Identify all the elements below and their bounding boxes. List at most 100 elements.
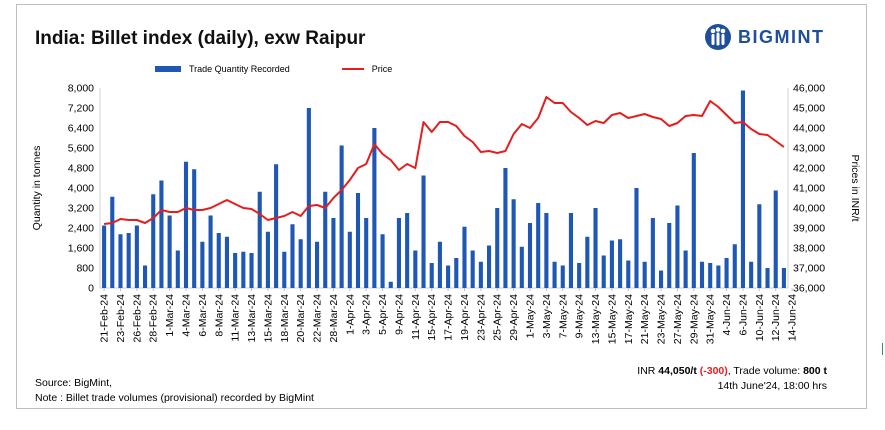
- x-tick-label: 13-May-24: [590, 294, 602, 344]
- brand-name: BIGMINT: [738, 26, 825, 47]
- bar: [347, 231, 352, 288]
- price-summary-line: INR 44,050/t (-300), Trade volume: 800 t: [637, 364, 827, 379]
- y-right-tick-label: 40,000: [793, 203, 825, 215]
- x-tick-label: 3-May-24: [541, 294, 553, 339]
- bar: [773, 190, 778, 288]
- y-left-tick-label: 0: [88, 283, 94, 295]
- bar: [151, 194, 156, 288]
- bar: [618, 239, 623, 288]
- x-tick-label: 4-Mar-24: [181, 294, 193, 337]
- x-tick-label: 21-Feb-24: [99, 294, 111, 343]
- bar: [568, 213, 573, 288]
- bar: [527, 223, 533, 288]
- bar: [781, 268, 786, 288]
- chart-frame: [16, 4, 867, 409]
- bar: [577, 263, 582, 288]
- legend-label-quantity: Trade Quantity Recorded: [189, 64, 290, 74]
- x-tick-label: 1-May-24: [525, 294, 537, 339]
- bar: [290, 224, 295, 288]
- bar: [183, 161, 189, 288]
- x-tick-label: 5-Apr-24: [377, 294, 389, 335]
- bar: [667, 223, 672, 288]
- y-right-tick-label: 38,000: [793, 243, 825, 255]
- x-tick-label: 17-Apr-24: [443, 294, 455, 341]
- legend-item-price: Price: [341, 64, 392, 74]
- bar: [380, 234, 385, 288]
- bar: [732, 244, 737, 288]
- bar: [675, 205, 680, 288]
- x-tick-label: 9-Apr-24: [393, 294, 405, 335]
- y-left-tick-label: 2,400: [68, 223, 94, 235]
- x-tick-label: 17-May-24: [623, 294, 635, 344]
- y-left-tick-label: 7,200: [68, 103, 94, 115]
- bar: [536, 203, 541, 288]
- x-tick-label: 28-Mar-24: [328, 294, 340, 343]
- bar: [683, 250, 688, 288]
- bar: [134, 225, 139, 288]
- x-tick-label: 23-May-24: [656, 294, 668, 344]
- y-right-axis-label: Prices in INR/t: [849, 154, 861, 221]
- brand-logo: BIGMINT: [704, 22, 825, 52]
- y-left-tick-label: 5,600: [68, 143, 94, 155]
- y-right-tick-label: 44,000: [793, 123, 825, 135]
- y-right-tick-label: 42,000: [793, 163, 825, 175]
- x-tick-label: 10-Jun-24: [754, 294, 766, 341]
- x-tick-label: 29-Apr-24: [508, 294, 520, 341]
- volume-note: Note : Billet trade volumes (provisional…: [35, 392, 314, 404]
- bar: [118, 234, 123, 288]
- bar: [167, 215, 172, 288]
- x-tick-label: 29-May-24: [688, 294, 700, 344]
- bar: [315, 241, 320, 288]
- price-prefix: INR: [637, 365, 659, 377]
- bar: [323, 191, 328, 288]
- bar: [650, 218, 655, 288]
- y-left-tick-label: 1,600: [68, 243, 94, 255]
- source-note: Source: BigMint,: [35, 377, 113, 389]
- x-tick-label: 22-Mar-24: [312, 294, 324, 343]
- bar: [544, 213, 549, 288]
- x-tick-label: 15-Mar-24: [262, 294, 274, 343]
- bar: [216, 233, 221, 288]
- x-tick-label: 23-Apr-24: [475, 294, 487, 341]
- x-tick-label: 19-Apr-24: [459, 294, 471, 341]
- bar: [708, 263, 713, 288]
- x-tick-label: 26-Feb-24: [131, 294, 143, 343]
- y-right-tick-label: 41,000: [793, 183, 825, 195]
- x-tick-label: 27-May-24: [672, 294, 684, 344]
- y-right-tick-label: 46,000: [793, 83, 825, 95]
- bar: [175, 250, 180, 288]
- legend: Trade Quantity Recorded Price: [155, 64, 444, 74]
- bar: [102, 225, 107, 288]
- bar: [233, 253, 238, 288]
- bar: [306, 108, 311, 288]
- footer-notes: Source: BigMint, Note : Billet trade vol…: [35, 376, 314, 406]
- price-line: [103, 96, 785, 225]
- y-left-tick-label: 4,000: [68, 183, 94, 195]
- x-tick-label: 6-Jun-24: [737, 294, 749, 336]
- bigmint-logo-icon: [705, 24, 731, 50]
- y-right-tick-label: 37,000: [793, 263, 825, 275]
- bar: [462, 226, 467, 288]
- bar: [757, 204, 762, 288]
- bar: [143, 265, 148, 288]
- legend-item-quantity: Trade Quantity Recorded: [155, 64, 290, 74]
- y-left-tick-label: 3,200: [68, 203, 94, 215]
- bar: [642, 261, 647, 288]
- legend-line-swatch: [341, 68, 364, 70]
- bar: [159, 180, 164, 288]
- bar: [724, 258, 729, 288]
- bar: [699, 261, 705, 288]
- bar: [274, 164, 279, 288]
- x-tick-label: 11-Mar-24: [230, 294, 242, 342]
- x-tick-label: 1-Mar-24: [164, 294, 176, 337]
- x-tick-label: 13-Mar-24: [246, 294, 258, 343]
- bar: [585, 236, 590, 288]
- legend-bar-swatch: [155, 66, 181, 72]
- bar: [282, 251, 287, 288]
- bar: [478, 261, 483, 288]
- bar: [487, 245, 492, 288]
- x-tick-label: 15-May-24: [606, 294, 618, 344]
- bar: [192, 169, 197, 288]
- bar: [208, 215, 213, 288]
- bar: [519, 246, 524, 288]
